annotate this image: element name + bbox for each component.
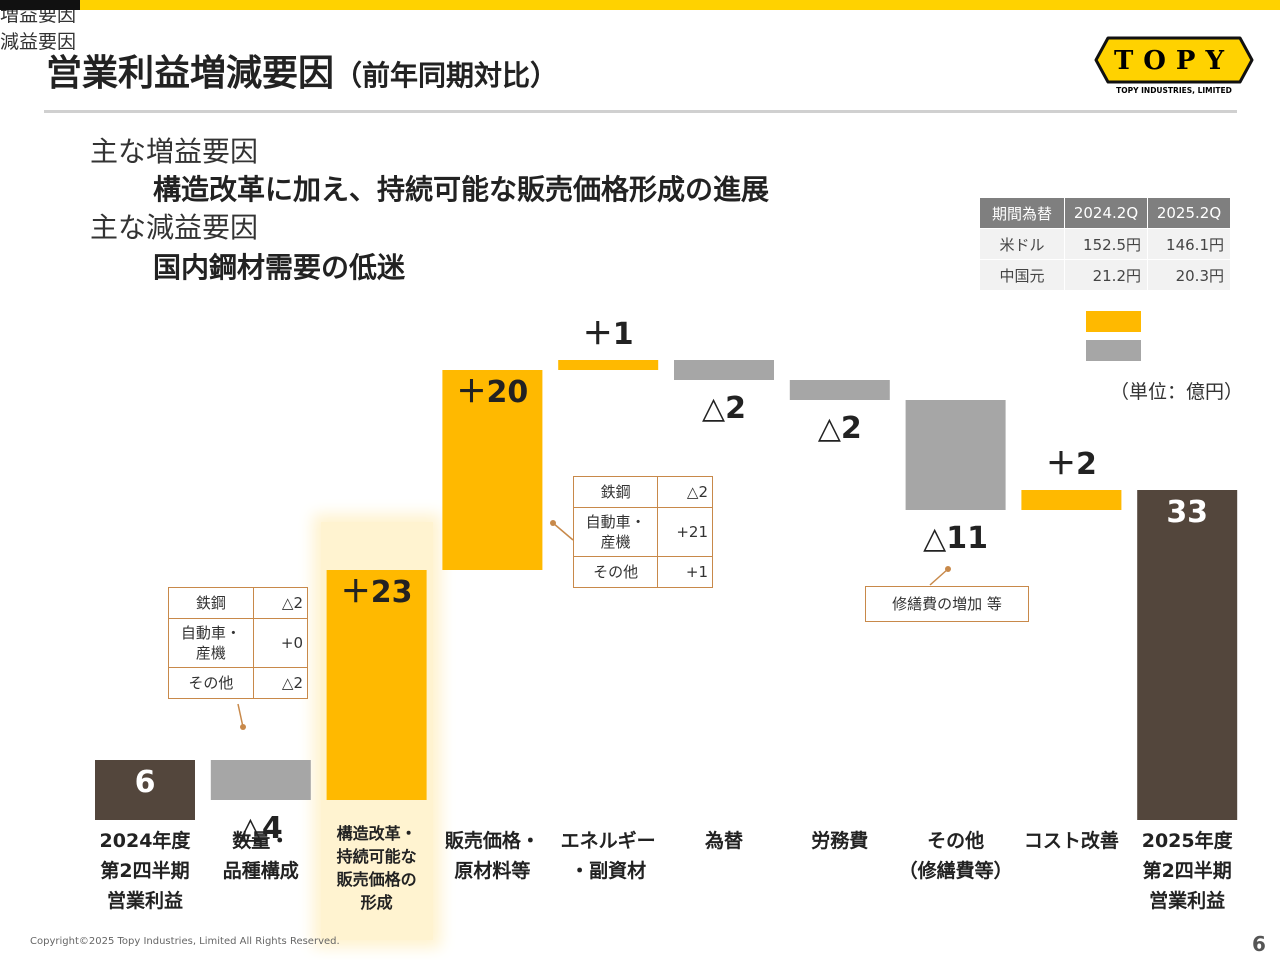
copyright: Copyright©2025 Topy Industries, Limited … (30, 936, 340, 947)
value-label: △11 (923, 521, 988, 556)
bar (558, 360, 659, 370)
bar (789, 380, 890, 400)
legend-label: 減益要因 (0, 31, 77, 53)
unit: （単位：億円） (1110, 381, 1244, 403)
top-bar (80, 0, 1280, 10)
value-label: ＋2 (1045, 447, 1097, 482)
value-label: ＋20 (456, 375, 529, 410)
summary-text: 構造改革に加え、持続可能な販売価格形成の進展 (153, 173, 770, 206)
logo: TOPY TOPY INDUSTRIES, LIMITED (1094, 36, 1254, 95)
x-tick-label: 2025年度 第2四半期 営業利益 (1141, 830, 1233, 912)
callout-row: その他 △2 (168, 667, 309, 699)
x-tick-label: 労務費 (811, 830, 869, 852)
callout-cell: 自動車・ 産機 (572, 507, 659, 557)
value-label: △4 (238, 811, 283, 846)
callout-cell: 鉄鋼 (168, 587, 254, 619)
title-block: 営業利益増減要因（前年同期対比） (46, 44, 558, 96)
top-bar-dark (0, 0, 80, 10)
fx-cell: 152.5円 (1064, 228, 1148, 260)
callout-row: その他 +1 (572, 556, 713, 588)
x-tick-label: 構造改革・ 持続可能な 販売価格の 形成 (336, 824, 417, 912)
callout-row: 鉄鋼 △2 (168, 587, 309, 619)
legend-swatch (1086, 311, 1141, 332)
fx-row: 米ドル 152.5円 146.1円 (979, 228, 1231, 260)
callout-cell: +0 (252, 618, 309, 668)
connector-dot (240, 724, 246, 730)
connector (552, 522, 574, 541)
value-label: 6 (134, 765, 156, 800)
bar (95, 760, 195, 820)
callout-cell: その他 (572, 556, 659, 588)
fx-header: 期間為替 2024.2Q 2025.2Q (979, 197, 1231, 229)
legend-swatch (1086, 340, 1141, 361)
fx-table: 期間為替 2024.2Q 2025.2Q 米ドル 152.5円 146.1円 中… (979, 197, 1231, 291)
logo-shape (1094, 36, 1254, 84)
x-tick-label: 2024年度 第2四半期 営業利益 (99, 830, 191, 912)
bar (210, 760, 311, 800)
value-label: △2 (702, 391, 746, 426)
connector (929, 568, 949, 586)
callout-table: 鉄鋼 △2 自動車・ 産機 +21 その他 +1 (572, 476, 713, 588)
summary-text: 国内鋼材需要の低迷 (153, 251, 406, 284)
connector-dot (550, 520, 556, 526)
callout-row: 自動車・ 産機 +0 (168, 618, 309, 668)
connector (237, 703, 244, 728)
bar (442, 370, 543, 570)
callout-cell: 自動車・ 産機 (168, 618, 254, 668)
value-label: ＋1 (582, 317, 634, 352)
fx-cell: 米ドル (979, 228, 1065, 260)
logo-caption: TOPY INDUSTRIES, LIMITED (1116, 86, 1232, 95)
bar (326, 570, 427, 800)
callout-row: 自動車・ 産機 +21 (572, 507, 713, 557)
x-tick-label: 数量・ 品種構成 (222, 830, 299, 882)
x-tick-label: コスト改善 (1023, 830, 1119, 852)
fx-cell: 21.2円 (1064, 259, 1148, 291)
value-label: △2 (817, 411, 862, 446)
bar (674, 360, 774, 380)
summary-heading: 主な増益要因 (90, 135, 259, 168)
x-tick-label: 為替 (704, 830, 743, 852)
callout-cell: その他 (168, 667, 254, 699)
callout-cell: +21 (657, 507, 713, 557)
value-label: 33 (1166, 495, 1209, 530)
fx-cell: 2024.2Q (1064, 197, 1148, 229)
callout-box: 修繕費の増加 等 (865, 586, 1029, 622)
bar (1137, 490, 1238, 820)
fx-row: 中国元 21.2円 20.3円 (979, 259, 1231, 291)
x-tick-label: その他 （修繕費等） (898, 830, 1013, 882)
callout-cell: △2 (252, 587, 309, 619)
value-label: ＋23 (340, 575, 413, 610)
callout-cell: △2 (657, 476, 713, 508)
x-tick-label: 販売価格・ 原材料等 (444, 830, 540, 882)
rule (44, 110, 1237, 113)
fx-cell: 20.3円 (1147, 259, 1231, 291)
page-number: 6 (1252, 932, 1266, 956)
logo-text: TOPY (1114, 46, 1234, 76)
callout-cell: 鉄鋼 (572, 476, 659, 508)
callout-table: 鉄鋼 △2 自動車・ 産機 +0 その他 △2 (168, 587, 309, 699)
connector-dot (945, 566, 951, 572)
callout-row: 鉄鋼 △2 (572, 476, 713, 508)
bar (905, 400, 1006, 510)
bar (1021, 490, 1122, 510)
callout-cell: △2 (252, 667, 309, 699)
x-tick-label: エネルギー ・副資材 (560, 830, 656, 882)
callout-cell: +1 (657, 556, 713, 588)
fx-cell: 146.1円 (1147, 228, 1231, 260)
subtitle: （前年同期対比） (334, 59, 559, 92)
title: 営業利益増減要因 (46, 53, 335, 94)
summary-heading: 主な減益要因 (90, 211, 259, 244)
fx-cell: 中国元 (979, 259, 1065, 291)
